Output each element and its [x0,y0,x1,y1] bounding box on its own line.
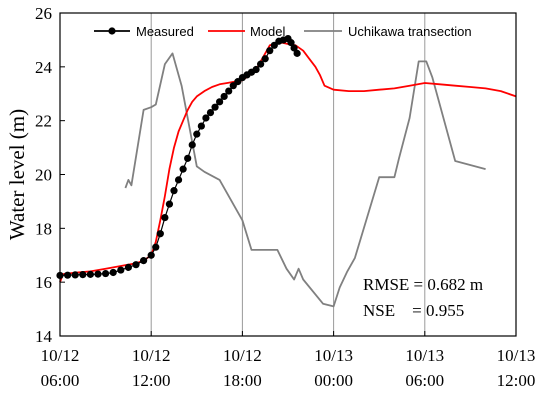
data-point [261,55,269,63]
data-point [152,243,160,251]
y-tick-label: 14 [35,327,53,346]
data-point [188,141,196,149]
x-tick-date-label: 10/12 [223,346,262,365]
legend-swatch-marker [108,27,116,35]
series-uchikawa-transection [124,52,486,308]
data-point [86,270,94,278]
data-point [174,176,183,184]
data-point [147,251,155,259]
series-model [59,41,517,283]
vertical-reference-lines [150,13,426,336]
data-point [211,103,219,111]
data-point [225,87,233,95]
x-tick-time-label: 12:00 [132,371,171,390]
x-tick-time-label: 18:00 [223,371,262,390]
data-point [124,263,132,271]
legend-item: Measured [94,24,194,39]
legend-label: Model [250,24,286,39]
data-point [71,271,79,279]
legend-label: Measured [136,24,194,39]
y-tick-label: 22 [35,112,52,131]
y-axis-title: Water level (m) [5,109,29,240]
data-point [156,230,164,238]
series-line [59,37,298,276]
data-point [161,213,169,222]
x-tick-time-label: 00:00 [314,371,353,390]
data-point [140,257,148,265]
data-point [132,261,140,269]
x-tick-date-label: 10/13 [314,346,353,365]
y-tick-label: 18 [35,219,52,238]
series-measured [56,34,301,280]
data-point [117,266,125,274]
data-point [252,65,260,74]
legend-label: Uchikawa transection [348,24,472,39]
rmse-annotation: RMSE = 0.682 m [363,275,483,294]
series-line [124,52,486,308]
y-tick-label: 16 [35,273,52,292]
x-tick-time-label: 06:00 [41,371,80,390]
legend: Measured Model Uchikawa transection [94,24,472,39]
legend-item: Uchikawa transection [304,24,472,39]
x-tick-date-label: 10/12 [41,346,80,365]
y-tick-label: 20 [35,166,52,185]
data-point [293,49,301,57]
x-tick-date-label: 10/13 [405,346,444,365]
data-point [94,270,102,278]
y-axis-ticks: 14 16 18 20 22 24 26 [35,4,65,346]
data-point [216,98,224,106]
y-tick-label: 26 [35,4,52,23]
series-line [59,41,517,283]
x-tick-date-label: 10/13 [497,346,536,365]
x-tick-time-label: 12:00 [497,371,536,390]
data-point [257,60,265,68]
data-point [290,44,298,52]
series-layer [56,34,517,308]
x-axis-ticks: 10/12 06:00 10/12 12:00 10/12 18:00 10/13 00:00… [41,331,536,390]
data-point [102,269,110,278]
x-tick-time-label: 06:00 [405,371,444,390]
legend-item: Model [208,24,286,39]
data-point [165,200,174,208]
data-point [109,268,117,277]
data-point [197,122,205,130]
data-point [220,92,228,101]
data-point [170,187,178,195]
data-point [266,47,274,55]
data-point [206,108,215,117]
data-point [184,154,192,162]
data-point [179,165,187,173]
data-point [79,271,87,279]
data-point [193,130,201,138]
data-point [287,39,295,47]
x-tick-date-label: 10/12 [132,346,171,365]
y-tick-label: 24 [35,58,53,77]
data-point [64,271,72,279]
nse-annotation: NSE = 0.955 [363,301,464,320]
data-point [202,114,210,122]
fit-statistics: RMSE = 0.682 m NSE = 0.955 [363,275,483,320]
